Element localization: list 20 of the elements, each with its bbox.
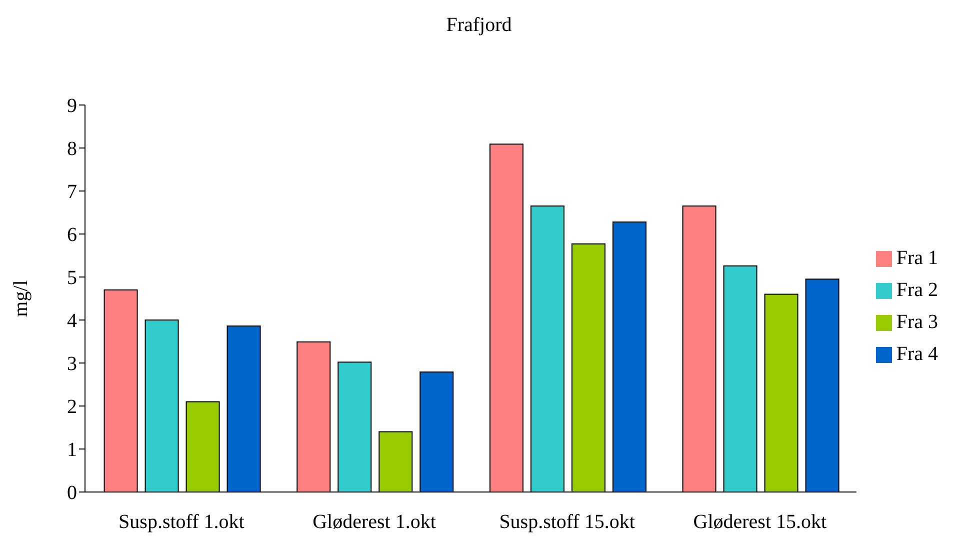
y-tick-label: 9 [67, 95, 77, 118]
legend-label: Fra 1 [896, 247, 938, 269]
y-tick-label: 5 [67, 267, 77, 290]
chart-title: Frafjord [445, 14, 513, 37]
y-tick-label: 8 [67, 138, 77, 160]
legend-label: Fra 3 [896, 311, 938, 333]
x-tick-label: Gløderest 1.okt [312, 511, 436, 534]
y-tick-label: 1 [67, 439, 77, 462]
legend-label: Fra 2 [896, 279, 938, 301]
x-tick-label: Susp.stoff 15.okt [499, 511, 636, 534]
y-tick-label: 0 [67, 482, 77, 504]
x-tick-label: Gløderest 15.okt [693, 511, 828, 534]
y-tick-label: 6 [67, 224, 77, 246]
y-tick-label: 3 [67, 353, 77, 376]
legend-label: Fra 4 [896, 343, 938, 365]
y-tick-label: 7 [67, 181, 77, 204]
y-tick-label: 2 [67, 396, 77, 418]
y-tick-label: 4 [67, 310, 77, 332]
x-tick-label: Susp.stoff 1.okt [118, 511, 245, 534]
y-axis-title: mg/l [10, 280, 32, 317]
